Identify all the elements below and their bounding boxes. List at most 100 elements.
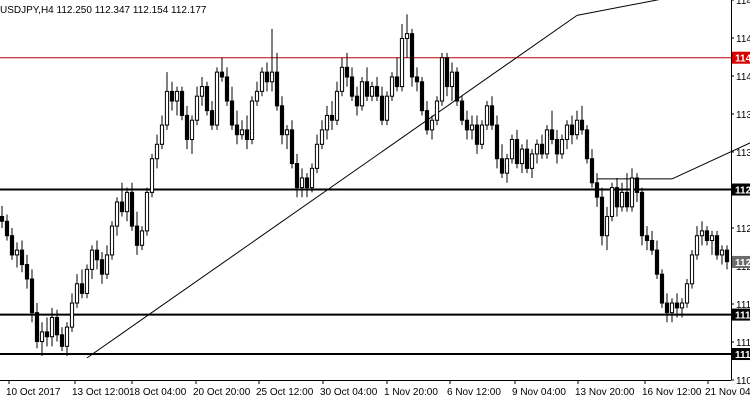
candle-body-up [269,71,275,83]
candle [299,168,305,198]
level-price-tag-label: 112.930 [735,186,750,197]
candle-body-down [344,66,350,78]
candle-body-down [54,316,60,336]
candle [454,67,460,106]
candle [509,134,515,164]
candle-body-up [64,326,70,347]
candle [179,86,185,121]
candle [294,153,300,198]
candle-body-down [499,158,505,174]
candle [679,298,685,318]
candle [79,269,85,299]
candle-body-down [169,90,175,102]
candle-body-down [229,100,235,126]
candle [644,226,650,251]
candle [574,110,580,140]
y-tick-label: 114.900 [736,0,750,7]
candle-body-up [504,158,510,174]
candle [489,96,495,130]
candle-body-up [719,249,725,256]
candle-body-up [369,86,375,97]
candle-body-down [379,95,385,121]
chart-title: USDJPY,H4 112.250 112.347 112.154 112.17… [0,5,207,16]
candle-body-down [414,76,420,83]
candle [699,221,705,246]
candle [329,101,335,130]
candle-body-up [509,138,515,160]
candle-body-up [214,71,220,126]
candle [669,298,675,323]
candle-body-down [674,302,680,309]
candle-body-up [314,143,320,169]
candle-body-up [69,302,75,328]
candle-body-down [279,105,285,136]
candle [124,187,130,222]
candlesticks [0,14,730,356]
candle-body-down [614,187,620,208]
y-tick-label: 110.950 [736,376,750,387]
candle [464,110,470,140]
candle-body-down [119,201,125,213]
candle [259,67,265,97]
candle [599,187,605,246]
candle [64,322,70,356]
candle-body-down [459,100,465,121]
candle [579,105,585,135]
candle [234,110,240,145]
candle-body-up [334,90,340,121]
candle [264,62,270,92]
candle [569,115,575,145]
candle-body-down [494,124,500,160]
candle-body-down [349,76,355,97]
candle-body-up [149,158,155,193]
candle [519,144,525,174]
candle [609,182,615,222]
candle-body-up [669,302,675,314]
candle-body-down [424,110,430,131]
candle-body-down [354,95,360,107]
candle-body-down [134,225,140,246]
candle [399,24,405,92]
candle-body-down [274,71,280,107]
candle [624,173,630,212]
candle-body-up [89,249,95,270]
candle [424,101,430,135]
candle-body-down [549,129,555,140]
candle-body-up [84,268,90,294]
candle [209,101,215,130]
candle-body-down [704,230,710,242]
candle [69,293,75,332]
candle-body-down [24,264,30,280]
candle [314,134,320,174]
candle [279,96,285,145]
candle-body-down [179,90,185,116]
level-price-tag-bg [732,348,750,361]
candle-body-up [174,90,180,102]
price-tags: 114.300 112.930 111.630 111.220 112.177 [732,51,750,361]
candle-body-up [309,167,315,189]
candle [394,57,400,92]
level-price-tag-label: 114.300 [735,54,750,65]
candle [249,96,255,145]
candle [529,149,535,178]
candle-body-down [664,302,670,314]
trendline-1 [576,0,660,16]
candle [99,252,105,284]
candle [604,206,610,251]
candle-body-down [99,259,105,275]
candle-body-down [374,86,380,97]
candle [439,52,445,106]
candle [499,144,505,178]
candle [309,163,315,193]
candle-body-down [639,191,645,237]
candle-body-down [409,33,415,78]
candle-body-up [519,148,525,165]
candle [389,72,395,102]
candle-body-up [434,100,440,121]
candle [304,173,310,198]
candle-body-up [259,71,265,92]
y-tick-label: 113.320 [736,148,750,159]
x-tick-label: 9 Nov 04:00 [512,387,566,398]
